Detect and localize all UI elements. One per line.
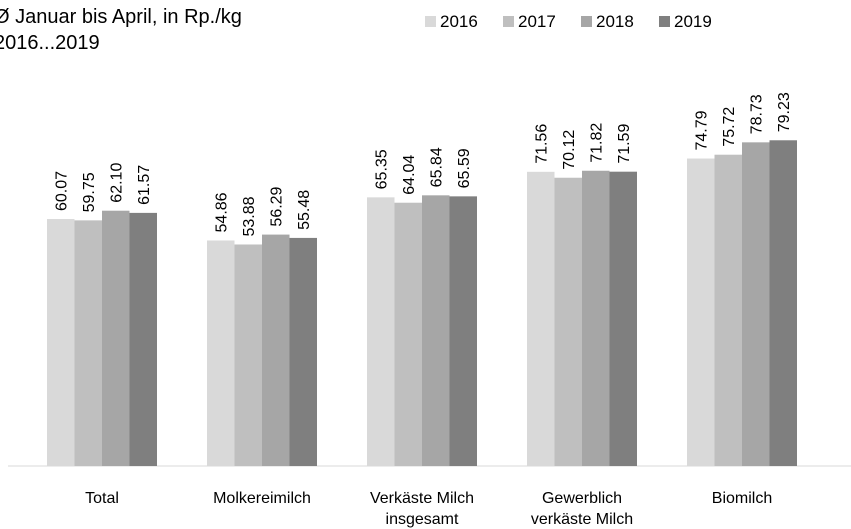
bar: [609, 171, 637, 467]
x-tick-label: Gewerblich: [542, 490, 622, 507]
value-label: 70.12: [561, 130, 578, 170]
bar: [207, 240, 235, 466]
value-label: 62.10: [109, 163, 126, 203]
bar: [367, 197, 395, 467]
bar: [449, 196, 477, 466]
value-label: 61.57: [136, 165, 153, 205]
bar: [687, 158, 715, 466]
value-label: 65.84: [429, 147, 446, 187]
legend-label: 2019: [674, 12, 712, 31]
bar: [769, 140, 797, 466]
value-label: 55.48: [296, 190, 313, 230]
value-label: 53.88: [241, 196, 258, 236]
x-tick-label: Total: [85, 490, 119, 507]
legend-swatch: [425, 16, 436, 27]
bar: [714, 154, 742, 466]
bar: [289, 237, 317, 466]
value-label: 65.59: [456, 148, 473, 188]
value-label: 59.75: [81, 172, 98, 212]
legend-label: 2016: [440, 12, 478, 31]
bar: [527, 171, 555, 466]
bar: [74, 220, 102, 466]
value-label: 71.82: [589, 123, 606, 163]
legend-swatch: [581, 16, 592, 27]
x-tick-label: Verkäste Milch: [370, 490, 474, 507]
x-tick-label: Biomilch: [712, 490, 772, 507]
value-label: 71.56: [534, 124, 551, 164]
chart-title: Ø Januar bis April, in Rp./kg: [0, 6, 242, 28]
legend-swatch: [659, 16, 670, 27]
legend-label: 2017: [518, 12, 556, 31]
bar: [422, 195, 450, 466]
value-label: 79.23: [776, 92, 793, 132]
legend-swatch: [503, 16, 514, 27]
bar: [234, 244, 262, 466]
bar: [582, 170, 610, 467]
value-label: 56.29: [269, 186, 286, 226]
bar: [47, 219, 75, 466]
bar: [742, 142, 770, 467]
value-label: 75.72: [721, 107, 738, 147]
value-label: 78.73: [749, 94, 766, 134]
value-label: 65.35: [374, 149, 391, 189]
value-label: 71.59: [616, 124, 633, 164]
value-label: 64.04: [401, 155, 418, 195]
bar: [554, 177, 582, 466]
chart-title: 2016...2019: [0, 32, 100, 54]
x-tick-label: Molkereimilch: [213, 490, 311, 507]
value-label: 54.86: [214, 192, 231, 232]
x-tick-label: verkäste Milch: [531, 511, 633, 528]
value-label: 60.07: [54, 171, 71, 211]
bar: [102, 210, 130, 466]
bar: [394, 202, 422, 467]
x-tick-label: insgesamt: [386, 511, 459, 528]
legend-label: 2018: [596, 12, 634, 31]
bar: [262, 234, 290, 466]
value-label: 74.79: [694, 110, 711, 150]
bar: [129, 212, 157, 466]
